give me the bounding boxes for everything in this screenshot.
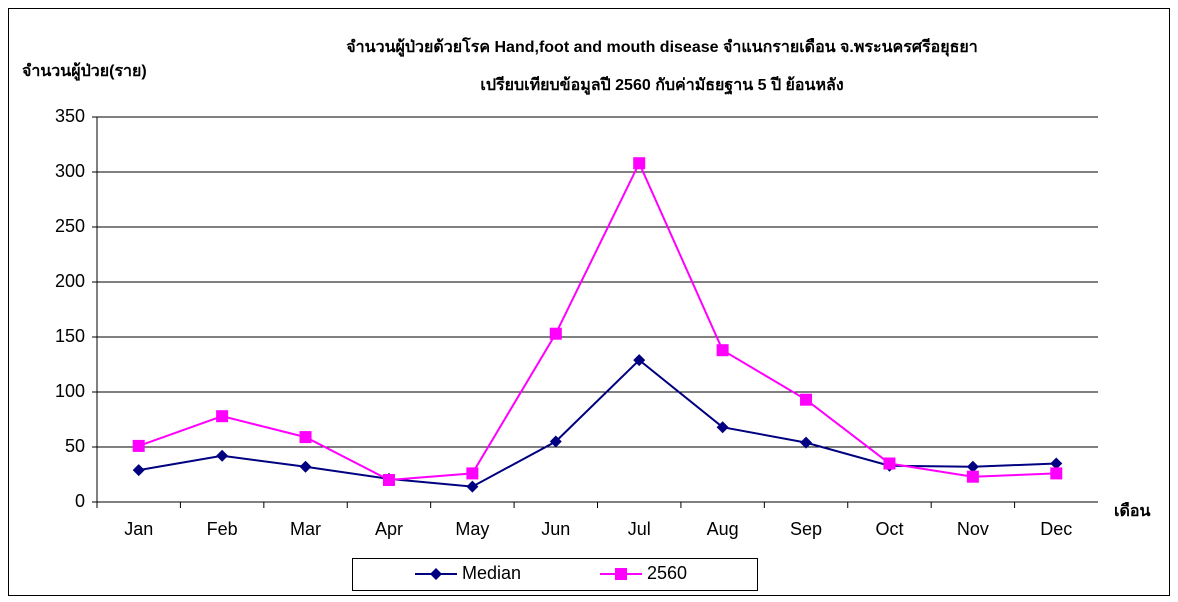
data-point [549,435,562,448]
series-line [138,160,1057,482]
data-point [633,157,646,170]
data-point [1050,457,1063,470]
data-point [299,460,312,473]
legend [352,558,758,591]
data-point [466,480,479,493]
data-point [966,460,979,473]
x-tick-label: Mar [290,519,321,539]
data-point [1050,467,1063,480]
x-tick-label: Jul [628,519,651,539]
chart-frame [8,8,1170,596]
data-point [132,439,145,452]
x-tick-label: May [455,519,489,539]
data-point [299,431,312,444]
x-tick-label: Dec [1040,519,1072,539]
y-axis-label: จำนวนผู้ป่วย(ราย) [22,62,147,82]
x-tick-label: Jan [124,519,153,539]
y-tick-label: 0 [75,491,85,511]
data-point [800,436,813,449]
legend-label: Median [462,563,521,583]
data-point [716,421,729,434]
data-point [216,410,229,423]
data-point [633,354,646,367]
x-tick-label: Feb [207,519,238,539]
data-point [966,470,979,483]
data-point [382,474,395,486]
data-point [466,467,479,480]
x-axis-label: เดือน [1114,502,1150,520]
y-tick-label: 100 [55,381,85,401]
legend-marker [430,568,442,580]
y-tick-label: 250 [55,216,85,236]
x-tick-label: Sep [790,519,822,539]
x-tick-label: Oct [875,519,903,539]
data-point [800,393,813,406]
y-tick-label: 50 [65,436,85,456]
data-point [132,464,145,477]
chart-subtitle: เปรียบเทียบข้อมูลปี 2560 กับค่ามัธยฐาน 5… [480,75,843,96]
chart-title: จำนวนผู้ป่วยด้วยโรค Hand,foot and mouth … [346,36,977,58]
data-point [716,344,729,357]
legend-label: 2560 [647,563,687,583]
y-tick-label: 150 [55,326,85,346]
x-tick-label: Jun [541,519,570,539]
data-point [883,457,896,470]
y-tick-label: 200 [55,271,85,291]
data-point [549,327,562,340]
data-point [216,449,229,462]
x-tick-label: Nov [957,519,989,539]
legend-marker [615,568,627,580]
y-tick-label: 300 [55,161,85,181]
x-tick-label: Apr [375,519,403,539]
x-tick-label: Aug [707,519,739,539]
y-tick-label: 350 [55,106,85,126]
